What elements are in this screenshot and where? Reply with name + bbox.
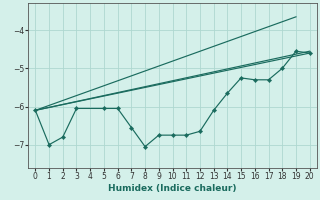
X-axis label: Humidex (Indice chaleur): Humidex (Indice chaleur) bbox=[108, 184, 237, 193]
